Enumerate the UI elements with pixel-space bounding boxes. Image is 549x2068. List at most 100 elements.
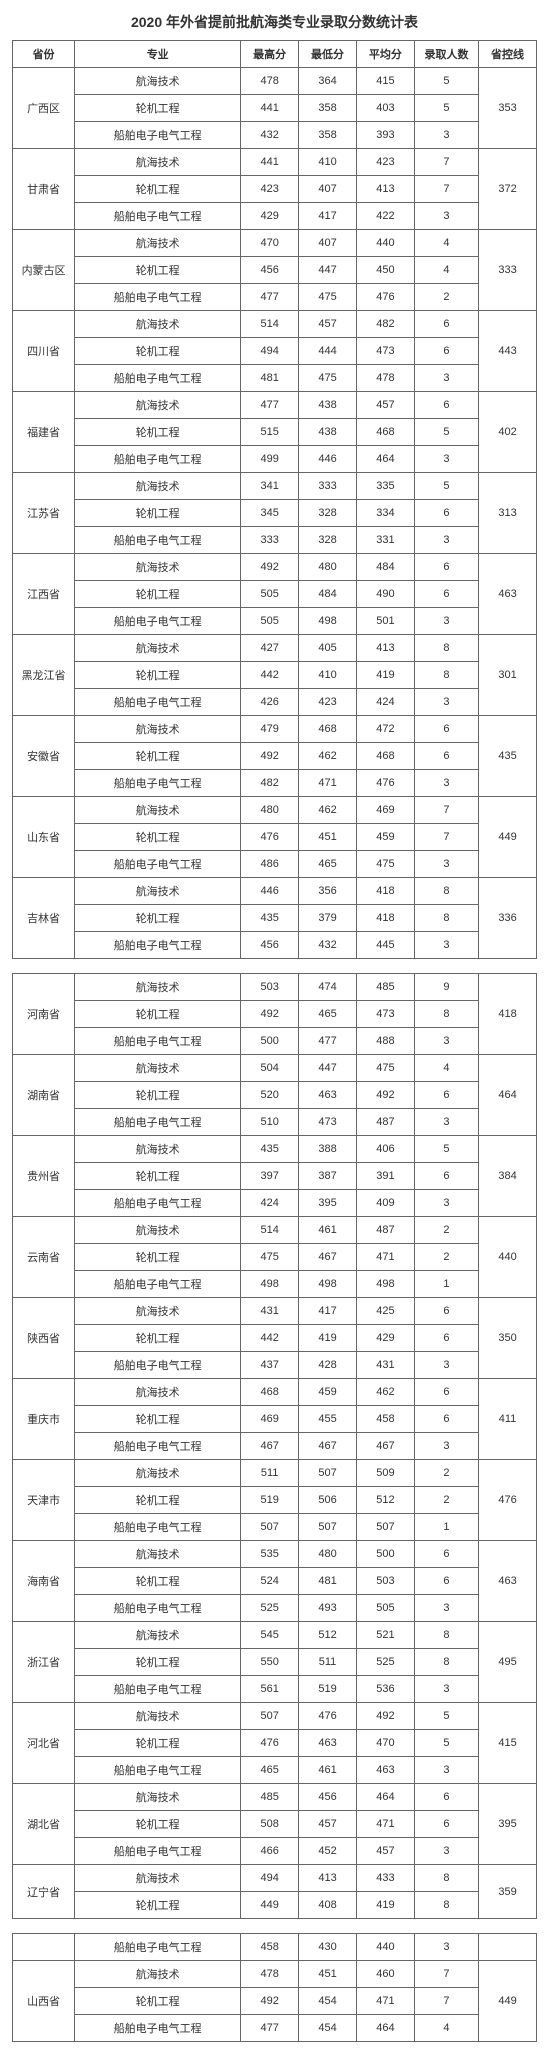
cell-major: 船舶电子电气工程	[75, 1757, 241, 1784]
cell-major: 船舶电子电气工程	[75, 1514, 241, 1541]
cell-major: 船舶电子电气工程	[75, 527, 241, 554]
table-row: 轮机工程3453283346	[13, 500, 537, 527]
cell-min: 507	[299, 1460, 357, 1487]
cell-max: 520	[241, 1082, 299, 1109]
cell-min: 387	[299, 1163, 357, 1190]
cell-avg: 487	[356, 1109, 414, 1136]
cell-max: 432	[241, 122, 299, 149]
table-row: 船舶电子电气工程4984984981	[13, 1271, 537, 1298]
table-row: 福建省航海技术4774384576402	[13, 392, 537, 419]
cell-min: 328	[299, 527, 357, 554]
cell-avg: 525	[356, 1649, 414, 1676]
cell-avg: 500	[356, 1541, 414, 1568]
cell-major: 船舶电子电气工程	[75, 689, 241, 716]
cell-max: 435	[241, 905, 299, 932]
table-row: 船舶电子电气工程5054985013	[13, 608, 537, 635]
table-row: 船舶电子电气工程5254935053	[13, 1595, 537, 1622]
table-row: 船舶电子电气工程4674674673	[13, 1433, 537, 1460]
cell-admitted: 6	[414, 338, 478, 365]
cell-admitted: 3	[414, 932, 478, 959]
cell-min: 419	[299, 1325, 357, 1352]
table-row: 船舶电子电气工程4994464643	[13, 446, 537, 473]
cell-max: 345	[241, 500, 299, 527]
cell-ctrl: 418	[479, 974, 537, 1055]
cell-min: 498	[299, 608, 357, 635]
cell-min: 459	[299, 1379, 357, 1406]
table-row: 船舶电子电气工程5075075071	[13, 1514, 537, 1541]
cell-ctrl: 301	[479, 635, 537, 716]
cell-major: 航海技术	[75, 716, 241, 743]
cell-min: 463	[299, 1730, 357, 1757]
cell-max: 468	[241, 1379, 299, 1406]
cell-min: 507	[299, 1514, 357, 1541]
cell-min: 444	[299, 338, 357, 365]
table-row: 四川省航海技术5144574826443	[13, 311, 537, 338]
table-row: 辽宁省航海技术4944134338359	[13, 1865, 537, 1892]
cell-province: 黑龙江省	[13, 635, 75, 716]
cell-min: 456	[299, 1784, 357, 1811]
table-row: 轮机工程3973873916	[13, 1163, 537, 1190]
cell-province: 辽宁省	[13, 1865, 75, 1919]
cell-admitted: 3	[414, 1838, 478, 1865]
cell-major: 轮机工程	[75, 1649, 241, 1676]
cell-admitted: 3	[414, 689, 478, 716]
cell-avg: 468	[356, 743, 414, 770]
cell-max: 492	[241, 1001, 299, 1028]
cell-avg: 413	[356, 635, 414, 662]
cell-admitted: 8	[414, 662, 478, 689]
cell-max: 492	[241, 1988, 299, 2015]
cell-max: 397	[241, 1163, 299, 1190]
cell-major: 轮机工程	[75, 905, 241, 932]
cell-max: 449	[241, 1892, 299, 1919]
cell-major: 航海技术	[75, 797, 241, 824]
table-row: 船舶电子电气工程5004774883	[13, 1028, 537, 1055]
cell-admitted: 5	[414, 1136, 478, 1163]
table-row: 轮机工程5244815036	[13, 1568, 537, 1595]
cell-major: 轮机工程	[75, 1730, 241, 1757]
cell-major: 轮机工程	[75, 419, 241, 446]
cell-min: 468	[299, 716, 357, 743]
cell-min: 474	[299, 974, 357, 1001]
cell-min: 438	[299, 392, 357, 419]
cell-admitted: 6	[414, 311, 478, 338]
cell-avg: 415	[356, 68, 414, 95]
cell-avg: 473	[356, 1001, 414, 1028]
cell-min: 511	[299, 1649, 357, 1676]
table-row: 船舶电子电气工程4584304403	[13, 1934, 537, 1961]
cell-major: 轮机工程	[75, 95, 241, 122]
cell-avg: 422	[356, 203, 414, 230]
cell-admitted: 7	[414, 176, 478, 203]
cell-min: 462	[299, 743, 357, 770]
cell-admitted: 6	[414, 1082, 478, 1109]
cell-major: 航海技术	[75, 1703, 241, 1730]
cell-major: 船舶电子电气工程	[75, 2015, 241, 2042]
cell-avg: 471	[356, 1244, 414, 1271]
cell-province: 湖南省	[13, 1055, 75, 1136]
cell-max: 479	[241, 716, 299, 743]
cell-ctrl: 336	[479, 878, 537, 959]
cell-ctrl: 449	[479, 797, 537, 878]
cell-major: 轮机工程	[75, 1487, 241, 1514]
cell-avg: 460	[356, 1961, 414, 1988]
cell-major: 船舶电子电气工程	[75, 851, 241, 878]
cell-min: 452	[299, 1838, 357, 1865]
cell-min: 481	[299, 1568, 357, 1595]
cell-avg: 445	[356, 932, 414, 959]
cell-min: 358	[299, 95, 357, 122]
cell-major: 船舶电子电气工程	[75, 770, 241, 797]
cell-ctrl: 495	[479, 1622, 537, 1703]
table-row: 轮机工程4754674712	[13, 1244, 537, 1271]
cell-min: 333	[299, 473, 357, 500]
cell-major: 航海技术	[75, 311, 241, 338]
cell-min: 477	[299, 1028, 357, 1055]
cell-min: 408	[299, 1892, 357, 1919]
cell-province: 江西省	[13, 554, 75, 635]
cell-major: 轮机工程	[75, 1811, 241, 1838]
cell-min: 417	[299, 1298, 357, 1325]
cell-avg: 391	[356, 1163, 414, 1190]
table-row: 船舶电子电气工程4374284313	[13, 1352, 537, 1379]
cell-avg: 334	[356, 500, 414, 527]
table-row: 船舶电子电气工程5615195363	[13, 1676, 537, 1703]
cell-avg: 472	[356, 716, 414, 743]
cell-avg: 440	[356, 230, 414, 257]
